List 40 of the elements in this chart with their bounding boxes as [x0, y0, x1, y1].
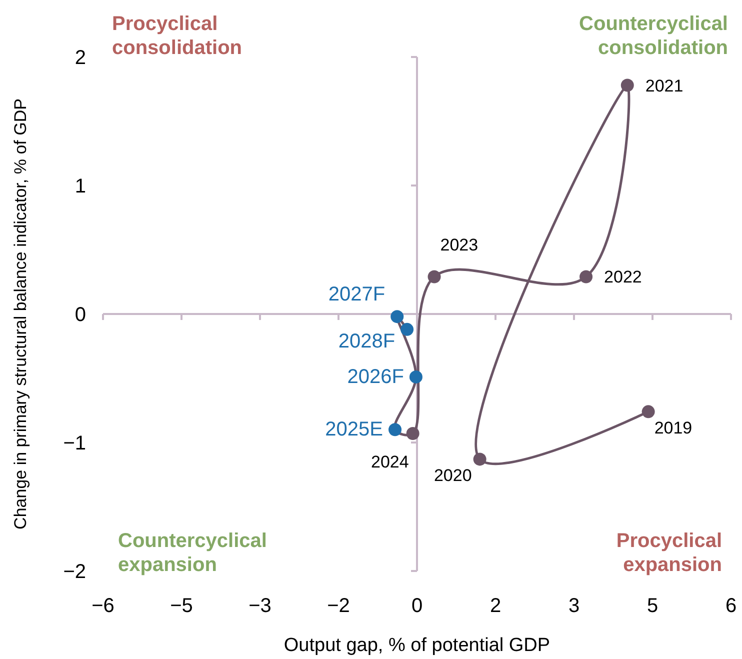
series-label: 2028F [338, 330, 396, 352]
y-tick-label: −1 [63, 432, 86, 454]
x-tick-label: 3 [568, 595, 580, 617]
x-tick-label: 5 [646, 595, 658, 617]
point [620, 78, 634, 92]
annotation: Countercyclical consolidation [579, 13, 728, 59]
series-label: 2025E [325, 418, 384, 441]
y-tick-label: 0 [74, 304, 86, 326]
y-axis-title: Change in primary structural balance indicator, % of GDP [11, 98, 30, 530]
point [388, 423, 402, 436]
annotation: Procyclical consolidation [112, 13, 242, 59]
x-axis-title: Output gap, % of potential GDP [284, 635, 550, 656]
y-tick-label: 2 [74, 47, 86, 69]
point [580, 270, 593, 284]
point [428, 270, 441, 284]
series-label: 2021 [645, 76, 684, 96]
series-label: 2027F [328, 284, 386, 306]
x-tick-label: −6 [92, 595, 114, 617]
annotation: Countercyclical expansion [118, 530, 267, 576]
x-tick-label: 6 [725, 595, 737, 617]
point [642, 405, 655, 418]
point [400, 322, 414, 336]
x-tick-label: −5 [170, 595, 193, 617]
point [409, 370, 422, 384]
x-tick-label: −2 [327, 595, 350, 617]
point [406, 427, 420, 440]
series-label: 2019 [654, 418, 692, 438]
point [390, 310, 404, 324]
series-label: 2020 [434, 466, 472, 486]
series-label: 2026F [347, 366, 404, 388]
x-tick-label: −3 [248, 595, 272, 617]
x-tick-label: 0 [411, 595, 423, 617]
series-label: 2024 [370, 452, 409, 472]
y-tick-label: 1 [74, 176, 86, 198]
annotation: Procyclical expansion [616, 530, 722, 576]
series-label: 2022 [604, 268, 642, 287]
x-tick-label: 2 [490, 595, 502, 617]
series-label: 2023 [440, 236, 478, 255]
y-tick-label: −2 [63, 561, 86, 583]
point [473, 452, 486, 466]
